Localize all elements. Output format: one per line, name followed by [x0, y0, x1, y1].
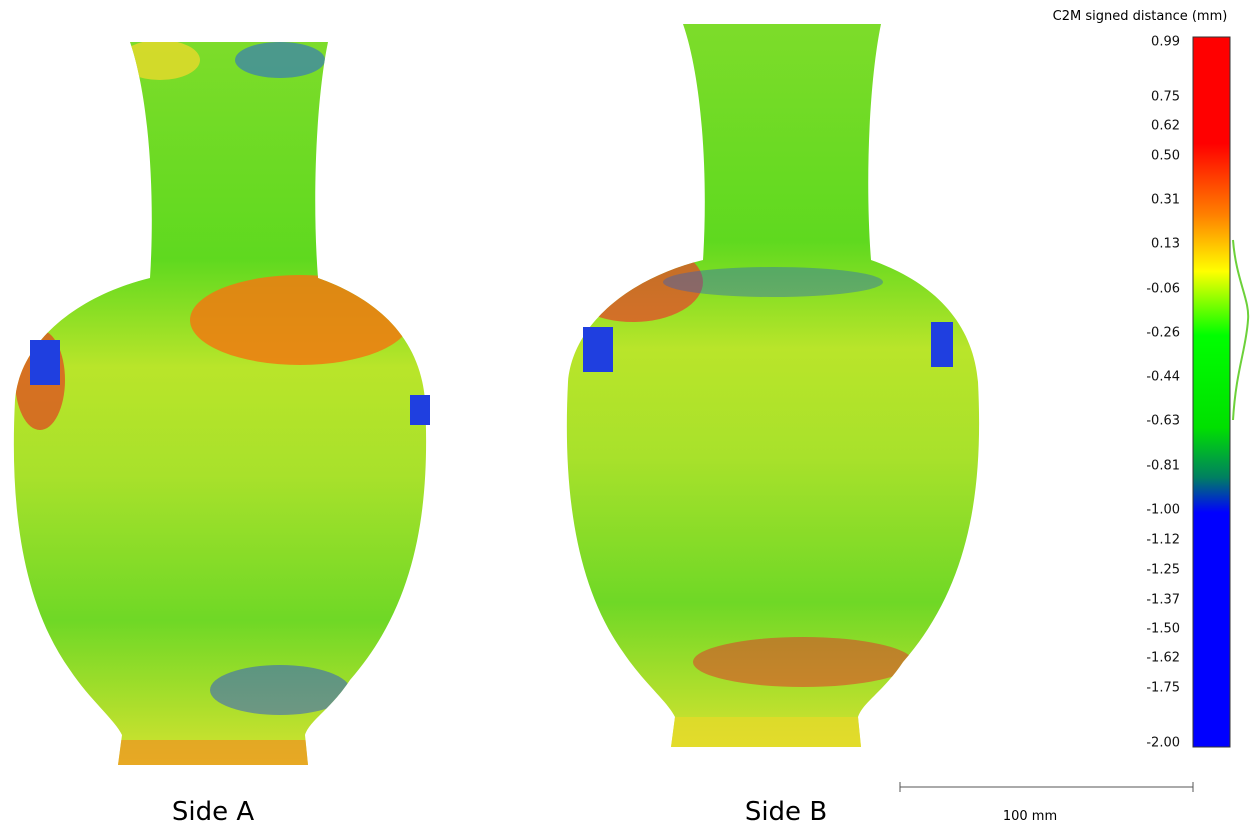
- tick-label: -1.75: [1146, 681, 1180, 696]
- histogram: [1233, 240, 1248, 420]
- scale-bar-label: 100 mm: [1003, 809, 1057, 824]
- tick-label: -0.26: [1146, 326, 1180, 341]
- tick-label: 0.50: [1151, 149, 1180, 164]
- tick-label: -0.63: [1146, 414, 1180, 429]
- figure: Side A Side B C2M signed distance (mm) 0…: [0, 0, 1250, 831]
- colorbar-title: C2M signed distance (mm): [1053, 9, 1228, 24]
- tick-label: -2.00: [1146, 736, 1180, 751]
- colorbar-ticks: 0.99 0.75 0.62 0.50 0.31 0.13 -0.06 -0.26 -0.44 -…: [1146, 35, 1180, 751]
- tick-label: -1.37: [1146, 593, 1180, 608]
- colorbar: [1193, 37, 1230, 747]
- tick-label: -1.62: [1146, 651, 1180, 666]
- vase-side-b: [563, 24, 979, 747]
- tick-label: -0.44: [1146, 370, 1180, 385]
- tick-label: -0.06: [1146, 282, 1180, 297]
- tick-label: -0.81: [1146, 459, 1180, 474]
- vase-side-a: [14, 40, 430, 770]
- tick-label: 0.31: [1151, 193, 1180, 208]
- tick-label: -1.25: [1146, 563, 1180, 578]
- panel-label: Side B: [745, 797, 827, 827]
- panel-label: Side A: [172, 797, 254, 827]
- tick-label: 0.75: [1151, 90, 1180, 105]
- tick-label: 0.99: [1151, 35, 1180, 50]
- tick-label: 0.13: [1151, 237, 1180, 252]
- tick-label: -1.00: [1146, 503, 1180, 518]
- tick-label: -1.50: [1146, 622, 1180, 637]
- tick-label: -1.12: [1146, 533, 1180, 548]
- tick-label: 0.62: [1151, 119, 1180, 134]
